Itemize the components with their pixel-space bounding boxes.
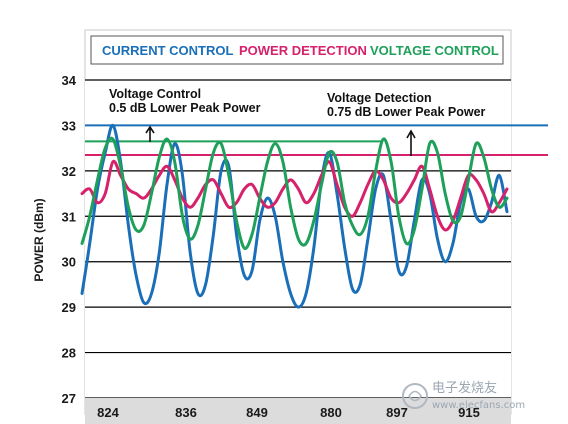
x-axis-strip <box>85 398 511 424</box>
series-voltage-control <box>80 136 509 251</box>
y-tick-34: 34 <box>62 73 77 88</box>
x-tick-824: 824 <box>97 405 119 420</box>
legend-box <box>90 35 504 65</box>
y-axis-label: POWER (dBm) <box>32 198 46 281</box>
annotation-arrow-left <box>145 125 155 142</box>
x-tick-836: 836 <box>175 405 197 420</box>
y-tick-28: 28 <box>62 346 76 361</box>
watermark-logo-mark <box>408 390 422 402</box>
annotation-voltage-detection-line2: 0.75 dB Lower Peak Power <box>327 105 486 119</box>
annotation-voltage-control: Voltage Control 0.5 dB Lower Peak Power <box>109 87 261 142</box>
annotation-voltage-control-line1: Voltage Control <box>109 87 201 101</box>
annotation-voltage-detection-line1: Voltage Detection <box>327 91 432 105</box>
x-tick-915: 915 <box>458 405 480 420</box>
y-tick-29: 29 <box>62 300 76 315</box>
legend: CURRENT CONTROL POWER DETECTION VOLTAGE … <box>90 35 504 65</box>
x-tick-897: 897 <box>386 405 408 420</box>
legend-entry-power-detection: POWER DETECTION <box>239 43 367 58</box>
reference-lines <box>85 124 548 156</box>
y-tick-32: 32 <box>62 164 76 179</box>
watermark-cn: 电子发烧友 <box>432 380 497 396</box>
legend-entry-voltage-control: VOLTAGE CONTROL <box>370 43 499 58</box>
watermark: 电子发烧友 www.elecfans.com <box>402 380 525 411</box>
y-tick-31: 31 <box>62 209 76 224</box>
y-tick-27: 27 <box>62 391 76 406</box>
x-tick-849: 849 <box>246 405 268 420</box>
y-tick-33: 33 <box>62 118 76 133</box>
x-tick-labels: 824 836 849 880 897 915 <box>97 405 480 420</box>
y-tick-labels: 27 28 29 30 31 32 33 34 <box>62 73 77 406</box>
watermark-url: www.elecfans.com <box>432 400 525 411</box>
x-tick-880: 880 <box>320 405 342 420</box>
legend-entry-current-control: CURRENT CONTROL <box>102 43 233 58</box>
annotation-voltage-control-line2: 0.5 dB Lower Peak Power <box>109 101 261 115</box>
annotation-voltage-detection: Voltage Detection 0.75 dB Lower Peak Pow… <box>327 91 486 156</box>
series-lines <box>80 123 509 309</box>
watermark-logo-icon <box>402 383 428 409</box>
y-tick-30: 30 <box>62 255 76 270</box>
series-current-control <box>80 123 509 309</box>
annotation-arrow-right <box>406 129 416 156</box>
